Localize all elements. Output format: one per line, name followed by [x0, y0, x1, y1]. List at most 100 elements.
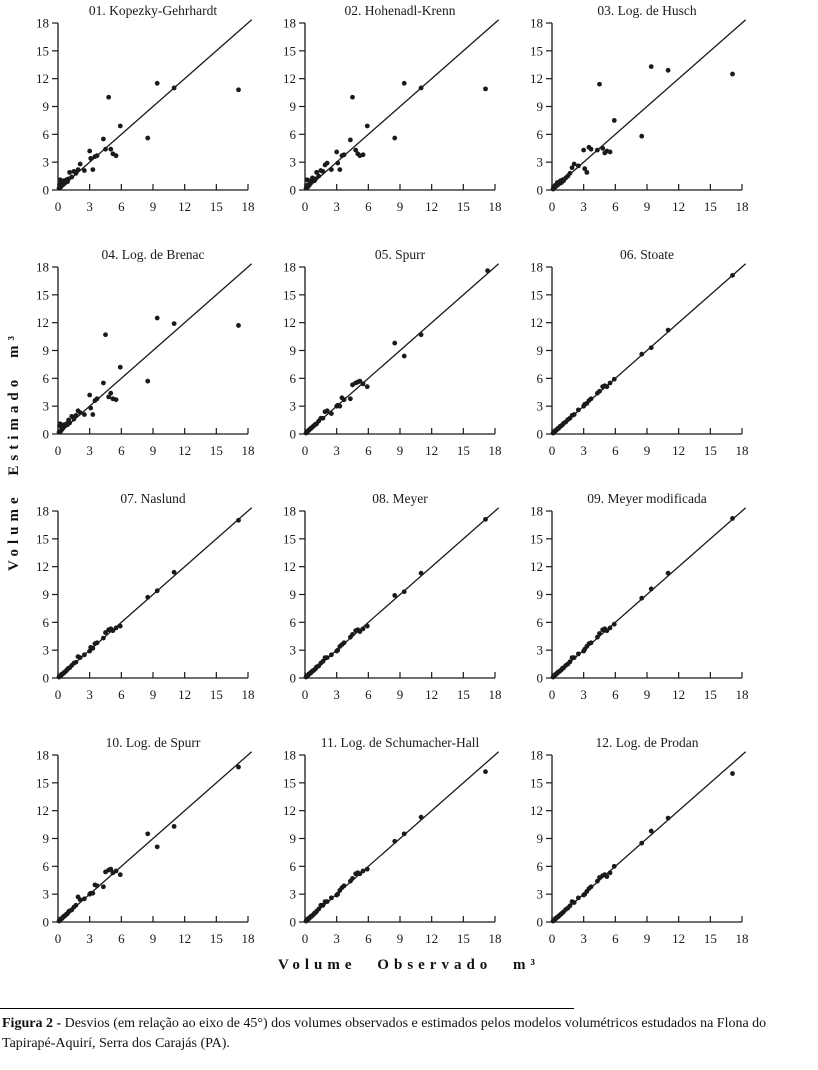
data-point [597, 388, 602, 394]
data-point [567, 659, 573, 665]
data-point [392, 593, 398, 598]
data-point [171, 569, 177, 575]
data-point [571, 161, 577, 167]
data-point [607, 870, 613, 876]
data-point [607, 625, 613, 631]
y-tick-label: 18 [283, 748, 296, 763]
subplot: 09. Meyer modificada 0 0 3 3 6 6 9 9 12 12 15 15 18 18 [512, 488, 759, 732]
data-point [584, 169, 590, 175]
data-point [328, 167, 334, 172]
scatter-plot: 01. Kopezky-Gehrhardt 00 3 3 6 6 9 9 12 12 15 15 18 1… [36, 3, 255, 214]
data-point [145, 135, 151, 141]
y-tick-label: 18 [530, 16, 543, 31]
x-tick-label: 12 [425, 931, 438, 946]
data-point [418, 814, 424, 820]
data-point [88, 156, 94, 161]
y-tick-label: 18 [36, 260, 49, 275]
data-point [341, 152, 347, 158]
x-tick-label: 6 [118, 199, 125, 214]
x-tick-label: 9 [150, 199, 157, 214]
scatter-plot: 12. Log. de Prodan 00 3 3 6 6 9 9 12 12 15 15 18 18 [530, 735, 749, 946]
data-point [117, 123, 123, 129]
data-point [611, 621, 617, 627]
data-point [604, 874, 610, 879]
plot-title: 02. Hohenadl-Krenn [345, 3, 456, 18]
x-axis-label: Volume Observado m³ [277, 957, 541, 973]
data-point [604, 628, 610, 634]
x-tick-label: 3 [333, 443, 340, 458]
subplot: 06. Stoate 0 0 3 3 6 6 9 9 12 12 15 15 18 18 [512, 244, 759, 488]
plot-title: 09. Meyer modificada [587, 491, 707, 506]
subplot: 05. Spurr 0 0 3 3 6 6 9 9 12 12 15 15 18 18 [265, 244, 512, 488]
x-tick-label: 18 [489, 443, 502, 458]
y-tick-label: 9 [537, 831, 544, 846]
data-point [90, 412, 96, 417]
x-tick-label: 9 [644, 687, 651, 702]
data-point [154, 588, 160, 594]
data-point [571, 412, 577, 417]
y-tick-label: 12 [283, 315, 296, 330]
y-tick-label: 6 [43, 127, 50, 142]
y-tick-label: 9 [43, 343, 50, 358]
x-tick-label: 15 [210, 199, 223, 214]
y-tick-label: 15 [530, 531, 543, 546]
y-tick-label: 15 [283, 775, 296, 790]
x-tick-label: 3 [580, 443, 587, 458]
scatter-plot: 03. Log. de Husch 00 3 3 6 6 9 9 12 12 15 15 18 18 [530, 3, 749, 214]
data-point [117, 364, 123, 370]
data-point [588, 640, 594, 646]
data-point [401, 353, 407, 359]
y-tick-label: 3 [290, 887, 297, 902]
data-point [106, 394, 112, 400]
y-tick-label: 3 [43, 643, 50, 658]
y-tick-label: 3 [43, 399, 50, 414]
x-tick-label: 3 [86, 199, 93, 214]
data-point [347, 396, 353, 402]
x-tick-label: 0 [55, 931, 62, 946]
y-tick-label: 18 [530, 748, 543, 763]
data-point [154, 315, 160, 321]
data-point [357, 871, 363, 877]
data-point [730, 71, 735, 77]
x-tick-label: 6 [118, 931, 125, 946]
data-point [328, 895, 334, 901]
scatter-plot: 06. Stoate 00 3 3 6 6 9 9 12 12 15 15 18 18 [530, 247, 749, 458]
y-tick-label: 15 [36, 531, 49, 546]
y-tick-label: 15 [36, 775, 49, 790]
x-tick-label: 0 [55, 199, 62, 214]
y-tick-label: 12 [36, 559, 49, 574]
data-point [320, 902, 326, 908]
data-point [665, 815, 671, 821]
y-tick-label: 3 [537, 155, 544, 170]
plot-title: 07. Naslund [120, 491, 185, 506]
data-point [364, 623, 370, 629]
subplot: 01. Kopezky-Gehrhardt 0 0 3 3 6 6 9 9 12 12 15 15 18 1… [18, 0, 265, 244]
x-tick-label: 3 [86, 443, 93, 458]
reference-line-45deg [304, 263, 500, 435]
data-point [110, 628, 116, 634]
data-point [314, 169, 320, 175]
data-point [648, 64, 654, 70]
caption-divider [0, 1008, 574, 1009]
reference-line-45deg [57, 263, 253, 435]
subplot: 02. Hohenadl-Krenn 0 0 3 3 6 6 9 9 12 12 15 15 18 18 [265, 0, 512, 244]
data-point [594, 634, 600, 640]
data-point [364, 384, 370, 390]
x-tick-label: 18 [242, 443, 255, 458]
data-point [571, 900, 577, 905]
y-tick-label: 9 [537, 587, 544, 602]
x-tick-label: 6 [365, 443, 372, 458]
scatter-plot: 07. Naslund 00 3 3 6 6 9 9 12 12 15 15 18 18 [36, 491, 255, 702]
data-point [88, 405, 94, 411]
data-point [401, 589, 407, 595]
y-tick-label: 12 [36, 71, 49, 86]
data-point [334, 149, 340, 155]
x-tick-label: 9 [150, 687, 157, 702]
data-point [594, 147, 600, 153]
data-point [392, 135, 398, 141]
y-tick-label: 12 [530, 559, 543, 574]
x-tick-label: 0 [302, 199, 309, 214]
reference-line-45deg [57, 507, 253, 679]
data-point [236, 764, 241, 770]
data-point [320, 415, 326, 421]
